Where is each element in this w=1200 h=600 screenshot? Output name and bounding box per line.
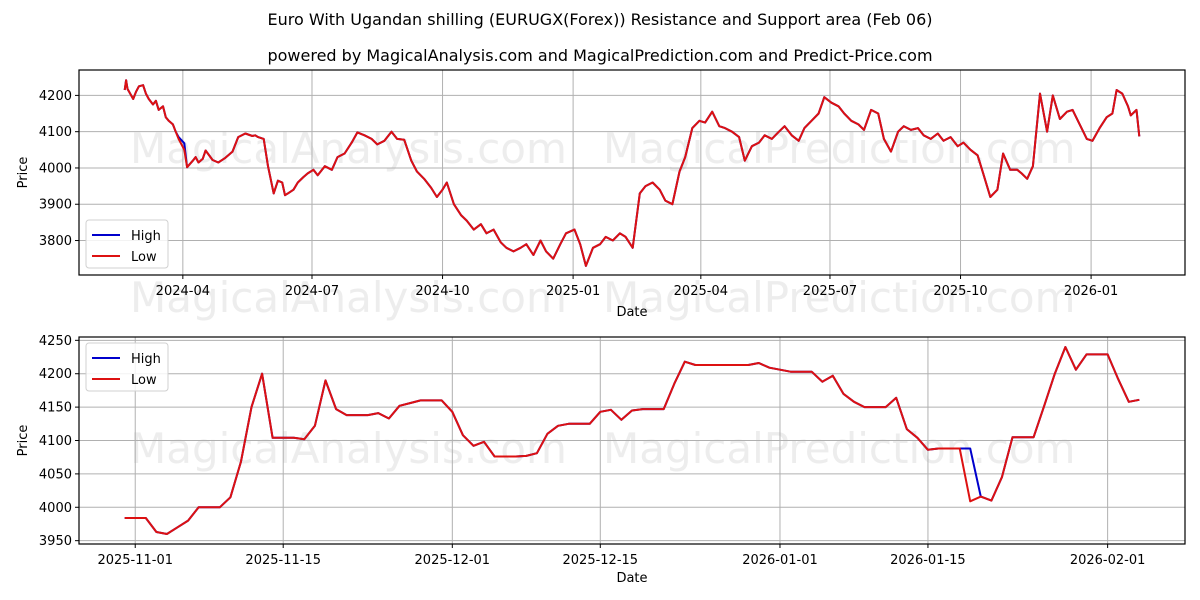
y-tick-label: 4200 [39, 89, 72, 104]
plot-frame [78, 69, 1186, 276]
x-tick-label: 2025-11-15 [245, 553, 321, 568]
x-tick-label: 2026-01-01 [742, 553, 818, 568]
x-tick-label: 2025-01 [546, 284, 600, 299]
x-tick-label: 2024-10 [415, 284, 469, 299]
y-tick-label: 4250 [39, 334, 72, 349]
chart-subtitle: powered by MagicalAnalysis.com and Magic… [267, 46, 933, 65]
y-tick-label: 3950 [39, 534, 72, 549]
watermark: MagicalAnalysis.com [130, 424, 567, 473]
series-line-low [123, 79, 1141, 267]
y-tick-label: 4150 [39, 401, 72, 416]
plot-frame [78, 336, 1186, 545]
x-tick-label: 2025-07 [803, 284, 857, 299]
y-tick-label: 4100 [39, 434, 72, 449]
chart-panel-1: MagicalAnalysis.com MagicalPrediction.com… [16, 69, 1186, 322]
y-tick-label: 4100 [39, 125, 72, 140]
y-tick-label: 3900 [39, 198, 72, 213]
legend-label-high: High [131, 229, 161, 244]
legend-label-low: Low [131, 250, 157, 265]
x-tick-label: 2025-11-01 [97, 553, 173, 568]
x-tick-label: 2025-10 [933, 284, 987, 299]
y-tick-label: 4050 [39, 467, 72, 482]
watermark: MagicalAnalysis.com [130, 273, 567, 322]
y-tick-label: 4000 [39, 501, 72, 516]
y-axis-label: Price [16, 425, 31, 457]
x-tick-label: 2024-04 [156, 284, 210, 299]
x-axis-label: Date [616, 305, 647, 320]
x-tick-label: 2024-07 [285, 284, 339, 299]
legend-label-high: High [131, 352, 161, 367]
legend: High Low [85, 342, 169, 392]
x-tick-label: 2025-04 [674, 284, 728, 299]
legend: High Low [85, 219, 169, 269]
y-tick-label: 4200 [39, 367, 72, 382]
chart-title: Euro With Ugandan shilling (EURUGX(Forex… [267, 10, 933, 29]
chart-panel-2: MagicalAnalysis.com MagicalPrediction.com… [16, 334, 1186, 586]
y-tick-label: 4000 [39, 161, 72, 176]
x-tick-label: 2025-12-01 [415, 553, 491, 568]
legend-label-low: Low [131, 373, 157, 388]
series-line-high [123, 79, 1141, 267]
y-tick-label: 3800 [39, 234, 72, 249]
x-tick-label: 2025-12-15 [563, 553, 639, 568]
y-axis-label: Price [16, 157, 31, 189]
series-line-low [124, 346, 1140, 535]
watermark: MagicalPrediction.com [603, 273, 1076, 322]
x-tick-label: 2026-02-01 [1070, 553, 1146, 568]
watermark: MagicalPrediction.com [603, 424, 1076, 473]
x-tick-label: 2026-01-15 [890, 553, 966, 568]
x-axis-label: Date [616, 571, 647, 586]
x-tick-label: 2026-01 [1064, 284, 1118, 299]
